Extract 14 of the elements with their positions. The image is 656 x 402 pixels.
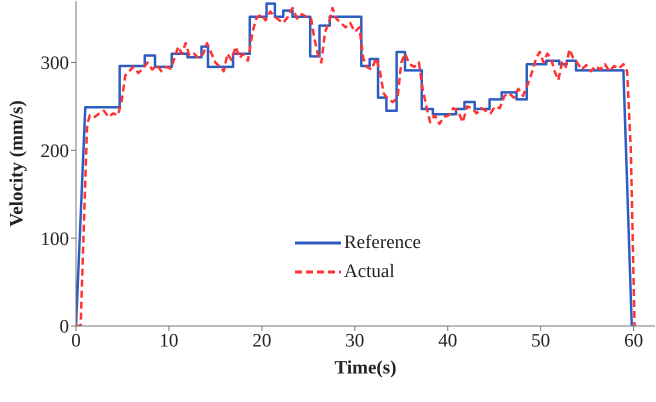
x-tick-label: 10: [159, 330, 178, 352]
y-tick-label: 200: [40, 141, 69, 162]
y-tick-label: 100: [40, 228, 69, 250]
x-tick-label: 20: [252, 330, 272, 352]
x-tick-label: 40: [438, 330, 458, 352]
legend-label: Actual: [344, 260, 395, 282]
y-tick-label: 300: [40, 53, 69, 74]
x-tick-label: 60: [624, 330, 644, 352]
y-axis-title: Velocity (mm/s): [6, 100, 28, 227]
y-tick-label: 0: [60, 316, 69, 338]
x-tick-label: 50: [531, 330, 550, 352]
x-tick-label: 30: [345, 330, 364, 352]
legend-label: Reference: [344, 232, 421, 254]
x-axis-title: Time(s): [334, 357, 396, 378]
